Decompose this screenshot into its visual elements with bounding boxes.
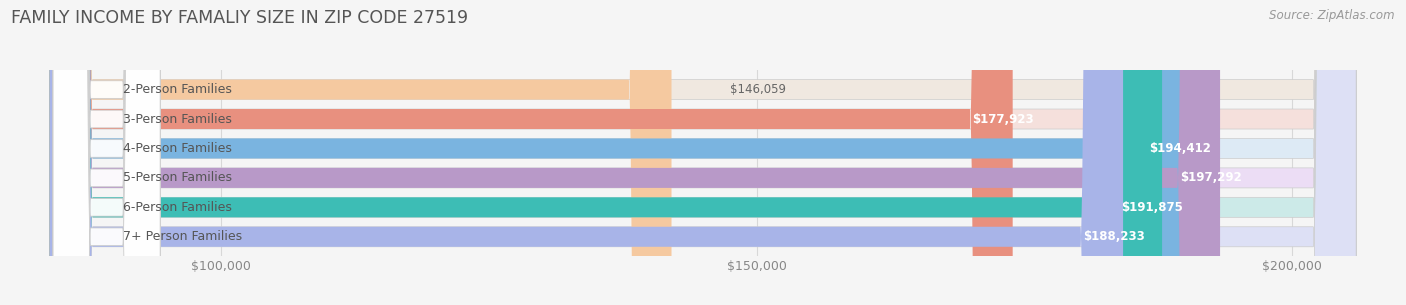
FancyBboxPatch shape [53,0,160,305]
FancyBboxPatch shape [53,0,160,305]
Text: Source: ZipAtlas.com: Source: ZipAtlas.com [1270,9,1395,22]
FancyBboxPatch shape [53,0,160,305]
FancyBboxPatch shape [49,0,1012,305]
Text: 7+ Person Families: 7+ Person Families [122,230,242,243]
FancyBboxPatch shape [49,0,1163,305]
FancyBboxPatch shape [49,0,1220,305]
FancyBboxPatch shape [53,0,160,305]
Text: $197,292: $197,292 [1180,171,1241,185]
FancyBboxPatch shape [49,0,1357,305]
Text: $177,923: $177,923 [973,113,1033,126]
Text: FAMILY INCOME BY FAMALIY SIZE IN ZIP CODE 27519: FAMILY INCOME BY FAMALIY SIZE IN ZIP COD… [11,9,468,27]
FancyBboxPatch shape [49,0,1357,305]
FancyBboxPatch shape [53,0,160,305]
FancyBboxPatch shape [49,0,1357,305]
FancyBboxPatch shape [49,0,1357,305]
FancyBboxPatch shape [49,0,1357,305]
FancyBboxPatch shape [49,0,1189,305]
Text: 6-Person Families: 6-Person Families [122,201,232,214]
Text: $191,875: $191,875 [1122,201,1184,214]
FancyBboxPatch shape [49,0,1123,305]
Text: 4-Person Families: 4-Person Families [122,142,232,155]
Text: 3-Person Families: 3-Person Families [122,113,232,126]
FancyBboxPatch shape [49,0,672,305]
FancyBboxPatch shape [53,0,160,305]
Text: $188,233: $188,233 [1083,230,1144,243]
Text: $194,412: $194,412 [1149,142,1211,155]
Text: $146,059: $146,059 [730,83,786,96]
FancyBboxPatch shape [49,0,1357,305]
Text: 2-Person Families: 2-Person Families [122,83,232,96]
Text: 5-Person Families: 5-Person Families [122,171,232,185]
